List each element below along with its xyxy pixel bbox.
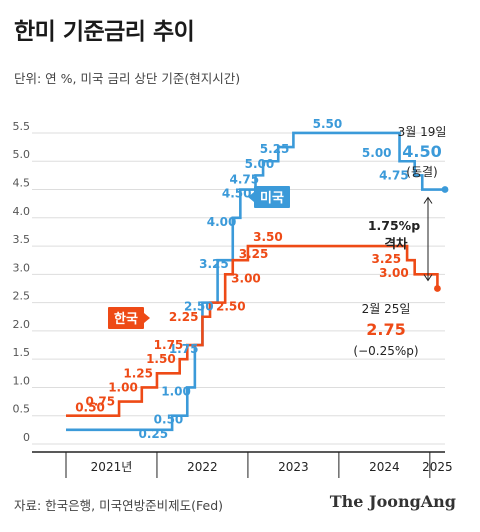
us-data-label: 1.00 (161, 384, 191, 398)
kr-data-label: 0.75 (85, 395, 115, 409)
kr-annotation-note: (−0.25%p) (353, 344, 418, 358)
kr-data-label: 1.25 (123, 366, 153, 380)
kr-annotation-date: 2월 25일 (362, 302, 411, 316)
us-tag-box (254, 186, 290, 208)
us-data-label: 5.25 (260, 142, 290, 156)
kr-data-label: 2.50 (216, 300, 246, 314)
us-data-label: 4.75 (379, 168, 409, 182)
us-data-label: 4.00 (207, 215, 237, 229)
us-end-point (441, 186, 449, 193)
brand-logo: The JoongAng (329, 492, 456, 511)
y-tick-label: 3.0 (13, 261, 31, 274)
x-tick-label: 2025 (422, 460, 453, 474)
us-annotation-date: 3월 19일 (398, 125, 447, 139)
chart-subtitle: 단위: 연 %, 미국 금리 상단 기준(현지시간) (14, 71, 241, 86)
us-data-label: 1.75 (169, 342, 199, 356)
kr-data-label: 3.00 (379, 266, 409, 280)
gap-bracket-arrow-down (423, 274, 433, 282)
us-annotation-note: (동결) (406, 165, 437, 179)
y-tick-label: 1.0 (13, 374, 31, 387)
kr-tag-box (108, 307, 144, 329)
y-tick-label: 0.5 (13, 403, 31, 416)
y-tick-label: 4.5 (13, 177, 31, 190)
kr-data-label: 1.00 (108, 380, 138, 394)
source-note: 자료: 한국은행, 미국연방준비제도(Fed) (14, 498, 224, 513)
x-tick-label: 2023 (278, 460, 309, 474)
kr-data-label: 3.00 (231, 271, 261, 285)
y-tick-label: 5.0 (13, 148, 31, 161)
y-tick-labels: 0 0.5 1.0 1.5 2.0 2.5 3.0 3.5 4.0 4.5 5.0 5.5 (13, 120, 31, 444)
us-data-label: 5.50 (313, 117, 343, 131)
gap-bracket-arrow-up (423, 196, 433, 204)
annotations: 3월 19일 4.50 (동결) 1.75%p 격차 2월 25일 2.75 (−0.25%p… (353, 125, 446, 358)
x-tick-label: 2021년 (91, 460, 133, 474)
us-data-label: 5.00 (362, 146, 392, 160)
kr-tag-pointer (144, 313, 150, 323)
kr-annotation-value: 2.75 (366, 320, 405, 339)
kr-data-label: 3.50 (253, 230, 283, 244)
us-data-label: 4.50 (222, 187, 252, 201)
us-annotation-value: 4.50 (402, 142, 441, 161)
data-labels: 0.250.501.001.752.503.254.004.504.755.00… (75, 117, 408, 441)
kr-data-label: 3.25 (239, 247, 269, 261)
kr-series-line (66, 244, 439, 418)
y-tick-label: 3.5 (13, 233, 31, 246)
y-tick-label: 4.0 (13, 205, 31, 218)
y-tick-label: 2.0 (13, 318, 31, 331)
series-lines (66, 131, 449, 432)
kr-data-label: 0.50 (75, 401, 105, 415)
us-data-label: 0.50 (154, 413, 184, 427)
us-data-label: 2.50 (184, 300, 214, 314)
gap-annotation-label: 격차 (384, 236, 408, 251)
us-series-line (66, 131, 445, 432)
us-tag-label: 미국 (260, 190, 284, 206)
us-data-label: 5.00 (245, 157, 275, 171)
x-axis: 2021년 2022 2023 2024 2025 (32, 451, 453, 478)
kr-end-point (434, 285, 441, 292)
x-tick-label: 2024 (369, 460, 400, 474)
chart-title: 한미 기준금리 추이 (14, 19, 195, 45)
gap-annotation-value: 1.75%p (368, 218, 420, 233)
kr-tag-label: 한국 (114, 311, 138, 327)
us-data-label: 3.25 (199, 257, 229, 271)
kr-data-label: 3.25 (371, 252, 401, 266)
us-data-label: 4.75 (229, 172, 259, 186)
us-tag-pointer (248, 192, 254, 202)
kr-data-label: 1.75 (154, 338, 184, 352)
us-data-label: 0.25 (139, 427, 169, 441)
x-tick-label: 2022 (187, 460, 218, 474)
y-tick-label: 5.5 (13, 120, 31, 133)
y-tick-label: 2.5 (13, 290, 31, 303)
kr-data-label: 2.25 (169, 310, 199, 324)
kr-data-label: 1.50 (146, 352, 176, 366)
y-tick-label: 0 (23, 431, 30, 444)
y-tick-label: 1.5 (13, 346, 31, 359)
